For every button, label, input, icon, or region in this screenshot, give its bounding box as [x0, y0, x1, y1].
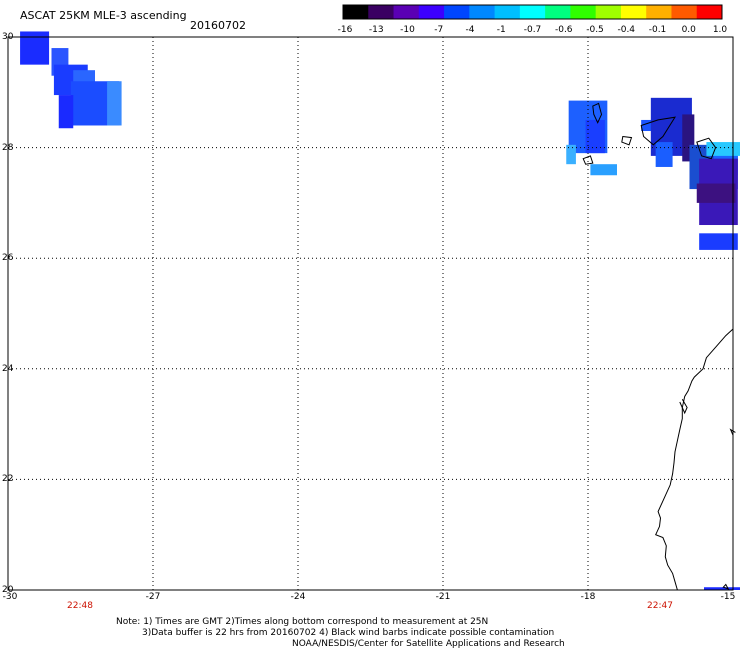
data-cell	[585, 119, 605, 154]
data-cell	[706, 142, 740, 156]
longitude-label: -18	[580, 592, 596, 602]
data-cell	[107, 81, 122, 126]
colorbar-swatch	[494, 5, 521, 19]
colorbar-swatch	[570, 5, 597, 19]
data-cell	[566, 144, 576, 165]
coastline	[582, 102, 736, 591]
latitude-label: 28	[2, 142, 14, 153]
island-outline	[640, 116, 677, 146]
data-cells	[20, 31, 740, 590]
colorbar-swatch	[418, 5, 445, 19]
colorbar-border	[342, 4, 723, 20]
colorbar-swatch	[393, 5, 420, 19]
latitude-label: 30	[2, 32, 14, 42]
data-cell	[20, 31, 50, 65]
data-cell	[704, 587, 740, 590]
colorbar-label: -7	[434, 25, 444, 35]
coastline-segment	[729, 428, 736, 436]
title-text: ASCAT 25KM MLE-3 ascending	[20, 9, 187, 22]
colorbar-label: -0.7	[523, 25, 542, 35]
longitude-label: -30	[2, 592, 18, 602]
longitude-label: -21	[435, 592, 451, 602]
island-outline	[592, 102, 603, 124]
colorbar-label: -0.6	[554, 25, 573, 35]
data-cell	[58, 95, 74, 129]
colorbar-label: -0.1	[648, 25, 667, 35]
data-cell	[699, 233, 738, 250]
island-outline	[722, 583, 730, 590]
colorbar-label: 1.0	[712, 25, 728, 35]
colorbar-label: -0.4	[617, 25, 636, 35]
colorbar-label: 0.0	[681, 25, 696, 35]
colorbar-label: -0.5	[586, 25, 604, 35]
island-outline	[582, 155, 594, 165]
coastline-segment	[655, 328, 734, 591]
colorbar-swatch	[620, 5, 647, 19]
colorbar-swatch	[444, 5, 470, 19]
island-outline	[621, 135, 633, 146]
colorbar-label: -13	[368, 25, 384, 35]
pass-time-right: 22:47	[647, 601, 673, 611]
note-line-3: NOAA/NESDIS/Center for Satellite Applica…	[292, 639, 565, 649]
colorbar-label: -1	[496, 25, 506, 35]
coastline-segment	[679, 398, 688, 415]
colorbar-swatch	[671, 5, 698, 19]
colorbar-swatch	[646, 5, 672, 19]
latitude-label: 26	[2, 253, 14, 264]
map-frame	[7, 36, 734, 591]
pass-time-left: 22:48	[67, 601, 93, 611]
colorbar-swatch	[469, 5, 496, 19]
colorbar-swatch	[519, 5, 546, 19]
latitude-label: 20	[2, 585, 14, 595]
data-cell	[696, 183, 736, 203]
colorbar-swatch	[545, 5, 571, 19]
longitude-label: -15	[720, 592, 736, 602]
longitude-label: -27	[145, 592, 161, 602]
colorbar-label: -16	[337, 25, 353, 35]
colorbar-swatch	[696, 5, 723, 19]
colorbar	[342, 4, 723, 20]
latitude-label: 22	[2, 474, 14, 485]
map-grid	[8, 37, 733, 590]
colorbar-label: -10	[400, 25, 415, 35]
island-outline	[696, 137, 717, 160]
colorbar-label: -4	[465, 25, 475, 35]
colorbar-swatch	[368, 5, 395, 19]
data-cell	[655, 142, 673, 167]
longitude-label: -24	[290, 592, 306, 602]
note-line-2: 3)Data buffer is 22 hrs from 20160702 4)…	[142, 628, 555, 638]
latitude-label: 24	[2, 363, 14, 374]
colorbar-swatch	[343, 5, 369, 19]
data-cell	[641, 119, 659, 132]
data-cell	[590, 164, 617, 176]
colorbar-swatch	[595, 5, 622, 19]
note-line-1: Note: 1) Times are GMT 2)Times along bot…	[116, 617, 489, 627]
date-text: 20160702	[190, 19, 246, 32]
